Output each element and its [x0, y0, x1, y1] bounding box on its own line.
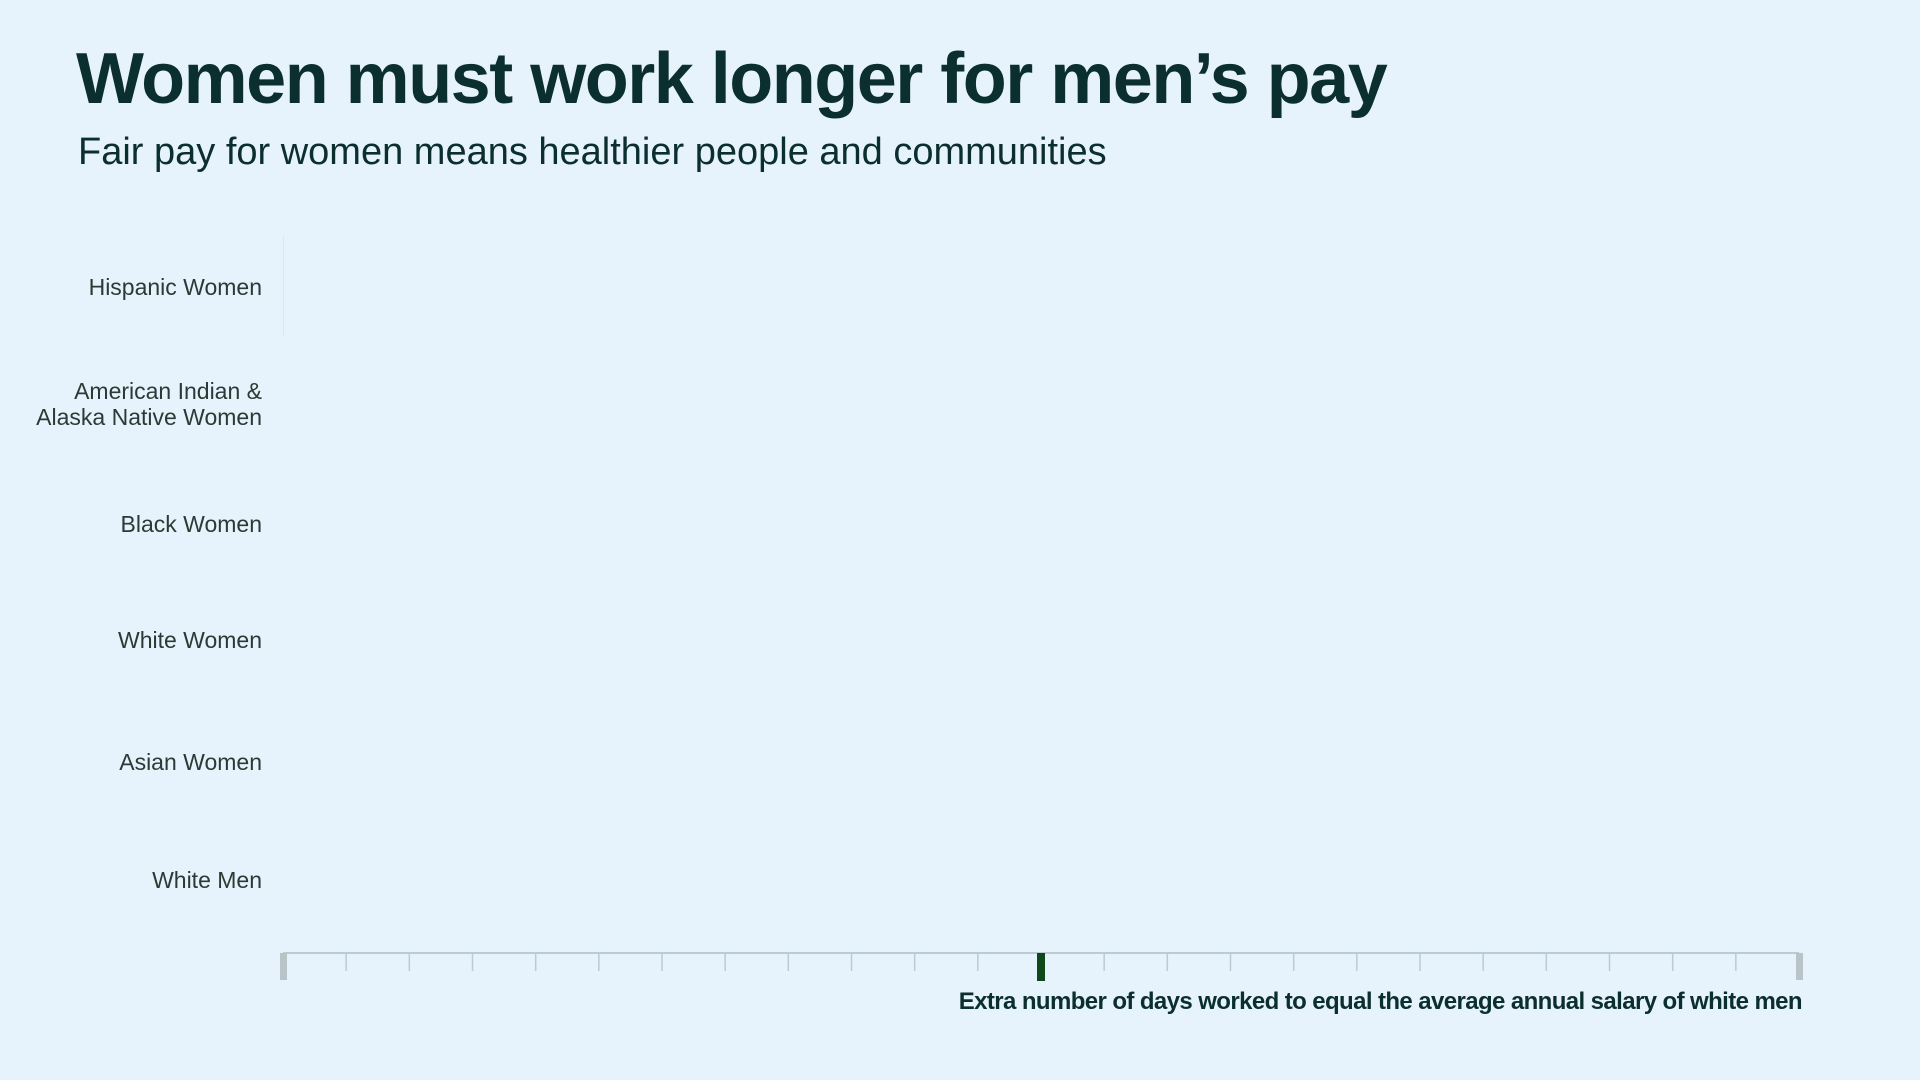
- category-label-american-indian-alaska-native-women: American Indian & Alaska Native Women: [36, 378, 262, 430]
- chart-title: Women must work longer for men’s pay: [76, 39, 1388, 119]
- chart-subtitle: Fair pay for women means healthier peopl…: [78, 131, 1107, 173]
- slider-handle[interactable]: [1037, 953, 1045, 981]
- x-axis: [280, 952, 1803, 981]
- x-axis-end-cap: [1796, 953, 1803, 980]
- category-label-black-women: Black Women: [120, 511, 262, 537]
- category-label-hispanic-women: Hispanic Women: [88, 274, 262, 300]
- category-label-white-women: White Women: [117, 627, 262, 653]
- x-axis-start-cap: [280, 953, 287, 980]
- category-label-asian-women: Asian Women: [119, 749, 262, 775]
- category-label-white-men: White Men: [152, 867, 262, 893]
- x-axis-label: Extra number of days worked to equal the…: [958, 988, 1803, 1015]
